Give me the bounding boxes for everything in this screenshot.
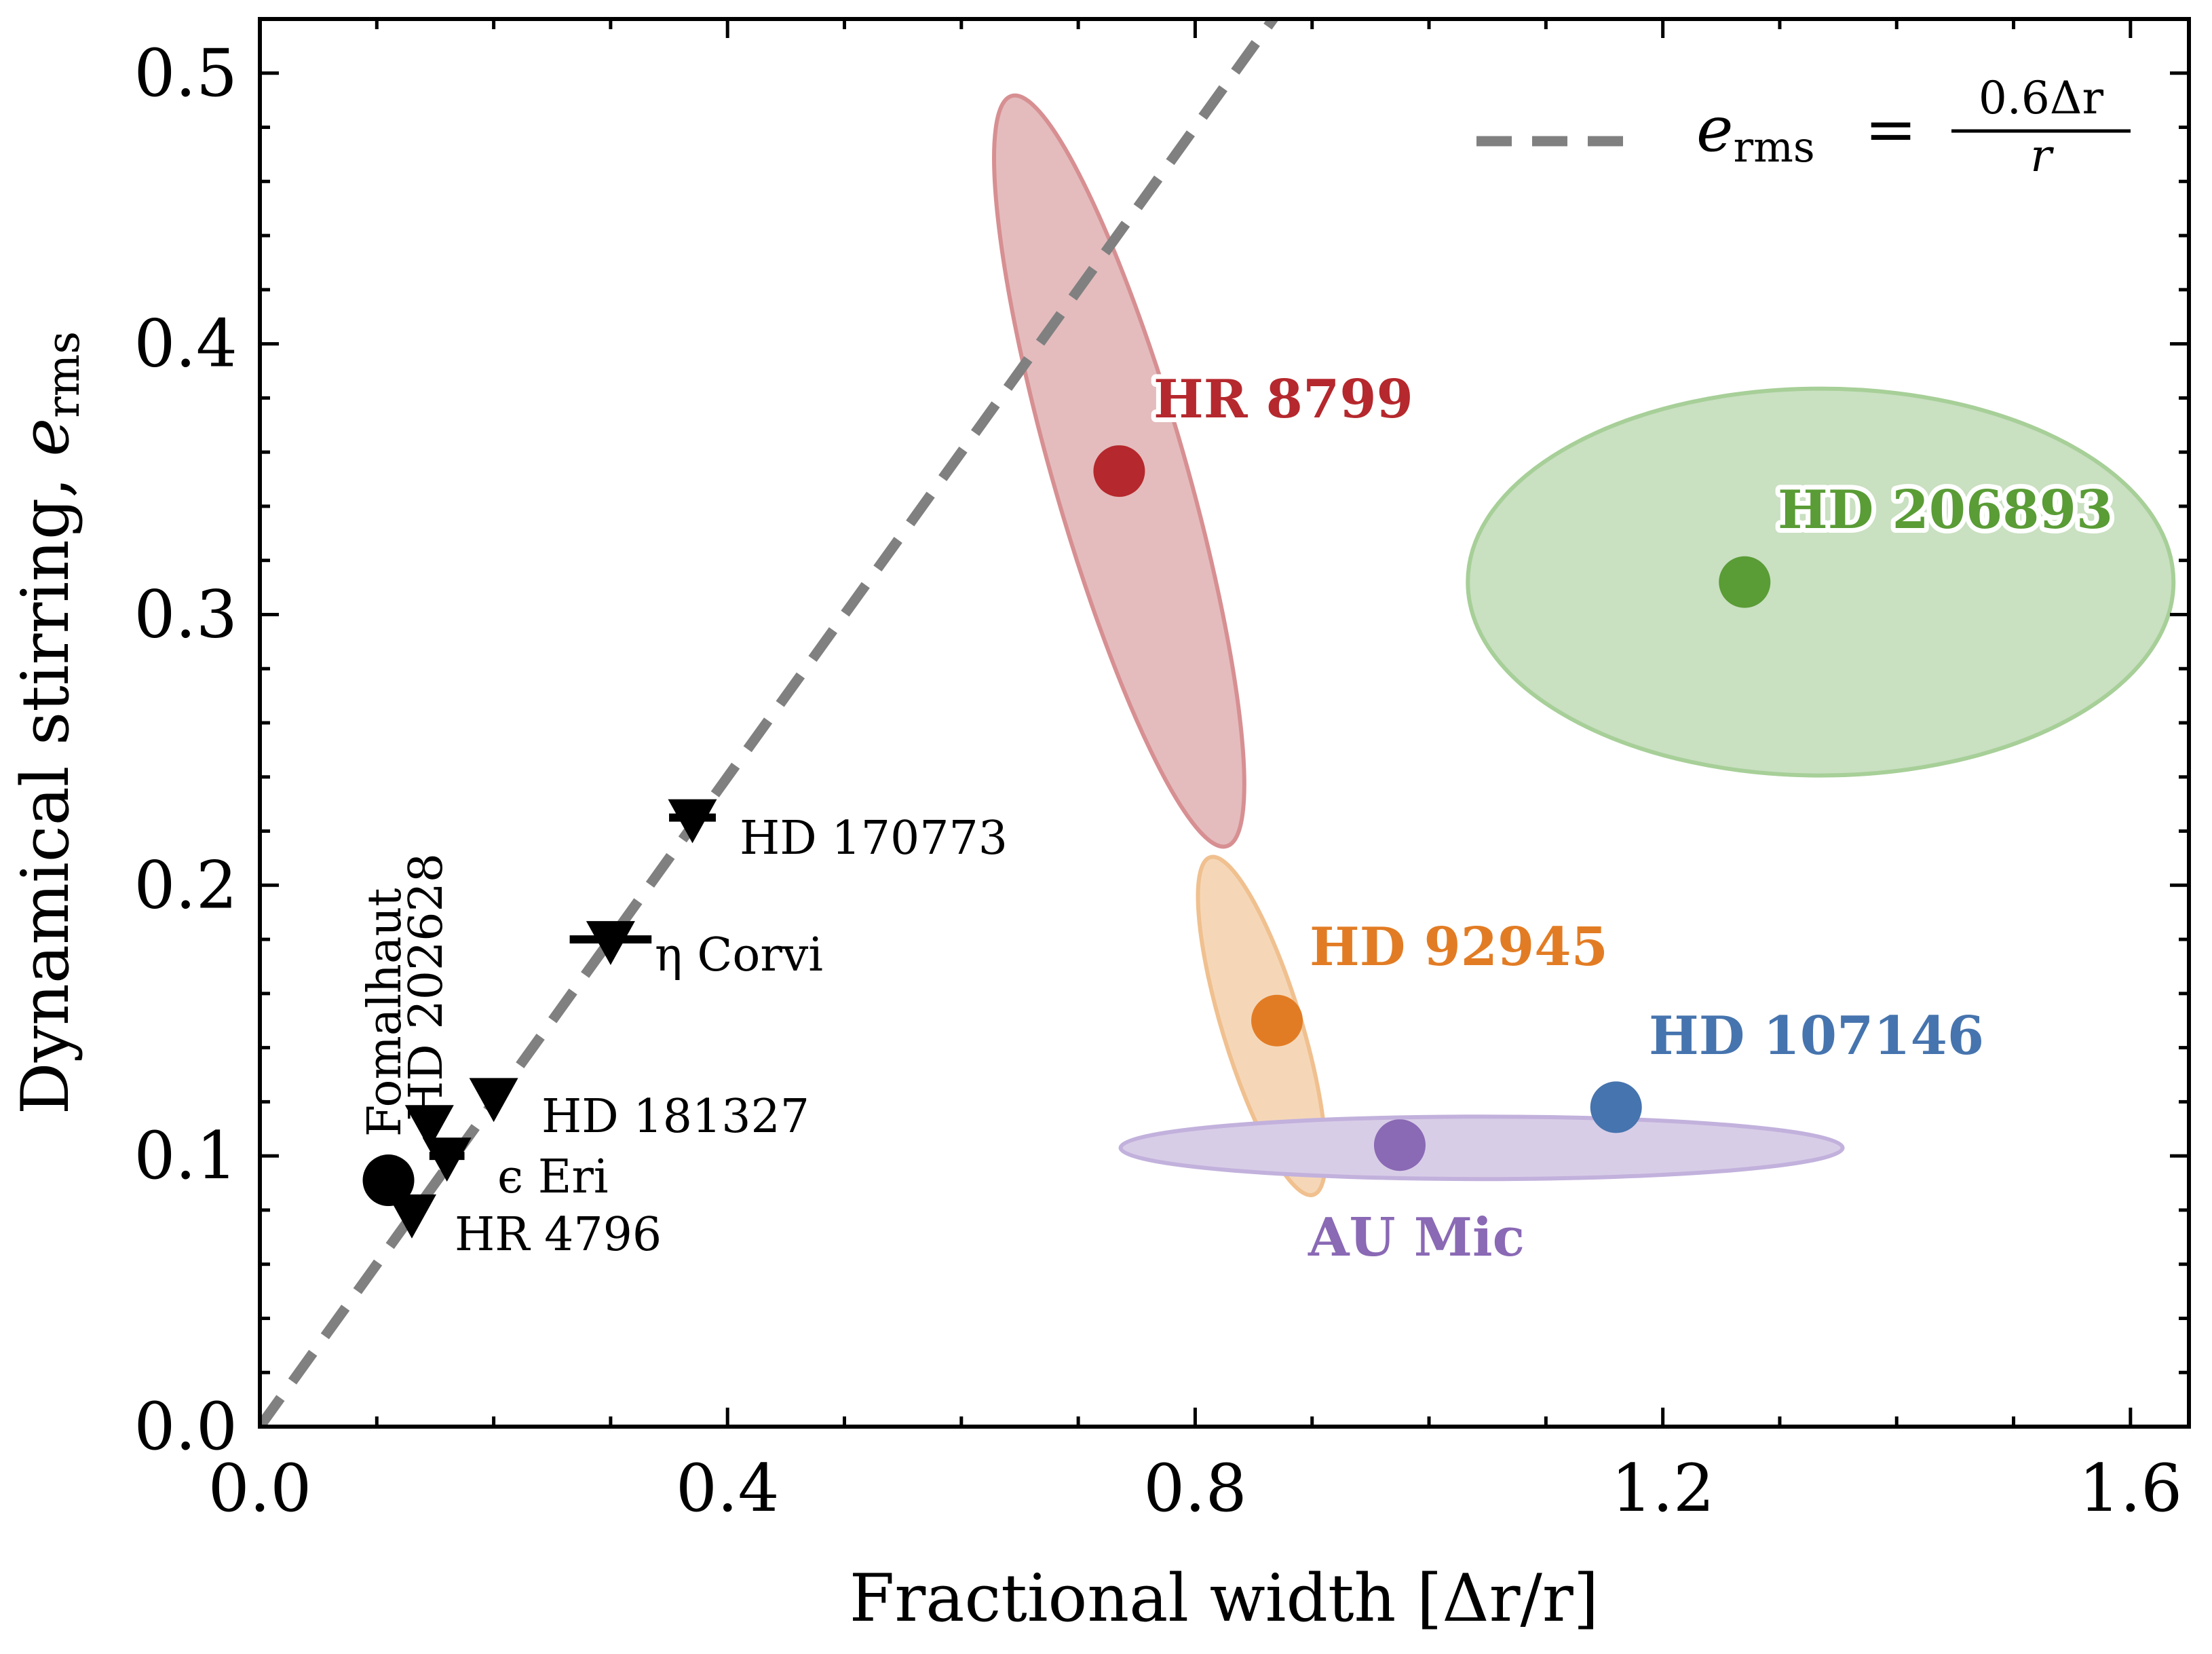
legend-lhs: erms: [1696, 93, 1815, 172]
label-hd-107146: HD 107146: [1649, 1005, 1984, 1067]
label--corvi: η Corvi: [655, 928, 823, 982]
ellipse-hd-206893: [1466, 386, 2176, 778]
ellipse-au-mic: [1118, 1114, 1845, 1182]
legend: erms = 0.6Δr r: [1476, 72, 2131, 182]
label-fomalhaut: Fomalhaut: [358, 888, 412, 1137]
point-hd-107146: [1590, 1081, 1642, 1133]
y-tick-label: 0.0: [134, 1389, 237, 1465]
y-tick-label: 0.1: [134, 1118, 237, 1194]
upper-limit-marker-hd-170773: [668, 799, 717, 844]
legend-equals: =: [1865, 93, 1917, 166]
x-tick-label: 0.8: [1143, 1450, 1247, 1526]
point-hd-206893: [1719, 556, 1771, 608]
label-au-mic: AU Mic: [1308, 1207, 1525, 1268]
point-fomalhaut: [362, 1154, 415, 1207]
label-hd-206893: HD 206893: [1778, 479, 2113, 541]
legend-denominator: r: [2030, 130, 2054, 182]
uncertainty-ellipses: [992, 93, 2176, 1197]
label-hd-92945: HD 92945: [1310, 916, 1608, 978]
model-line: [260, 19, 1280, 1427]
label--eri: ϵ Eri: [497, 1150, 609, 1204]
upper-limit-marker--eri: [422, 1138, 472, 1182]
legend-numerator: 0.6Δr: [1979, 72, 2104, 124]
x-axis-label: Fractional width [Δr/r]: [850, 1560, 1599, 1636]
label-hd-202628: HD 202628: [400, 853, 453, 1121]
y-tick-label: 0.4: [134, 306, 237, 382]
x-tick-label: 1.2: [1611, 1450, 1715, 1526]
axis-ticks: [258, 17, 2189, 1429]
label-hd-181327: HD 181327: [541, 1090, 809, 1144]
y-axis-label-subscript: rms: [37, 331, 90, 418]
upper-limit-marker--corvi: [586, 921, 635, 965]
point-hd-92945: [1251, 994, 1303, 1047]
label-hr-4796: HR 4796: [455, 1208, 662, 1262]
data-markers: [362, 445, 1771, 1239]
y-tick-label: 0.3: [134, 576, 237, 652]
upper-limit-marker-hr-4796: [387, 1194, 436, 1239]
upper-limit-marker-hd-181327: [469, 1078, 518, 1123]
label-hd-170773: HD 170773: [740, 812, 1008, 865]
x-tick-label: 0.0: [208, 1450, 312, 1526]
y-axis-label-symbol: e: [7, 418, 83, 457]
upper-limit-marker-hd-202628: [404, 1105, 454, 1150]
y-tick-label: 0.5: [134, 35, 237, 111]
y-axis-label: Dynamical stirring, erms: [7, 331, 90, 1114]
label-hr-8799: HR 8799: [1153, 369, 1413, 430]
tick-labels: 0.0 0.4 0.8 1.2 1.6 0.0 0.1 0.2 0.3 0.4 0.5: [134, 35, 2182, 1526]
y-tick-label: 0.2: [134, 847, 237, 923]
x-tick-label: 1.6: [2079, 1450, 2183, 1526]
point-au-mic: [1373, 1119, 1426, 1171]
point-hr-8799: [1093, 445, 1145, 497]
y-axis-label-main: Dynamical stirring,: [7, 457, 83, 1115]
x-tick-label: 0.4: [676, 1450, 780, 1526]
